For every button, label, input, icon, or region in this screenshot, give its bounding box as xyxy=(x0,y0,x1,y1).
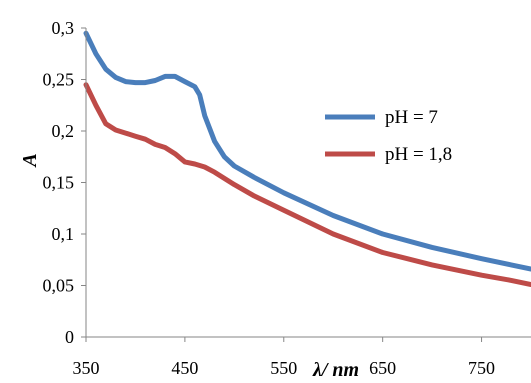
legend: pH = 7 pH = 1,8 xyxy=(325,107,452,165)
y-tick-label: 0 xyxy=(65,327,74,347)
series-line-ph7 xyxy=(83,30,531,272)
series-layer xyxy=(83,30,531,287)
x-tick-label: 450 xyxy=(171,358,198,378)
y-tick-label: 0,05 xyxy=(43,276,75,296)
y-tick-label: 0,25 xyxy=(43,70,75,90)
y-tick-label: 0,2 xyxy=(52,121,75,141)
y-axis-title: A xyxy=(19,153,41,168)
x-tick-label: 750 xyxy=(468,358,495,378)
x-tick-label: 350 xyxy=(73,358,100,378)
x-axis-ticks: 350 450 550 650 750 xyxy=(73,337,495,378)
x-axis-title: λ/ nm xyxy=(312,359,359,381)
x-tick-label: 550 xyxy=(270,358,297,378)
legend-label-ph1-8: pH = 1,8 xyxy=(385,144,452,165)
series-line-ph1-8 xyxy=(83,82,531,287)
legend-label-ph7: pH = 7 xyxy=(385,107,438,128)
y-axis-ticks: 0 0,05 0,1 0,15 0,2 0,25 0,3 xyxy=(43,18,86,347)
y-tick-label: 0,15 xyxy=(43,173,75,193)
y-tick-label: 0,1 xyxy=(52,224,75,244)
x-tick-label: 650 xyxy=(369,358,396,378)
y-tick-label: 0,3 xyxy=(52,18,75,38)
